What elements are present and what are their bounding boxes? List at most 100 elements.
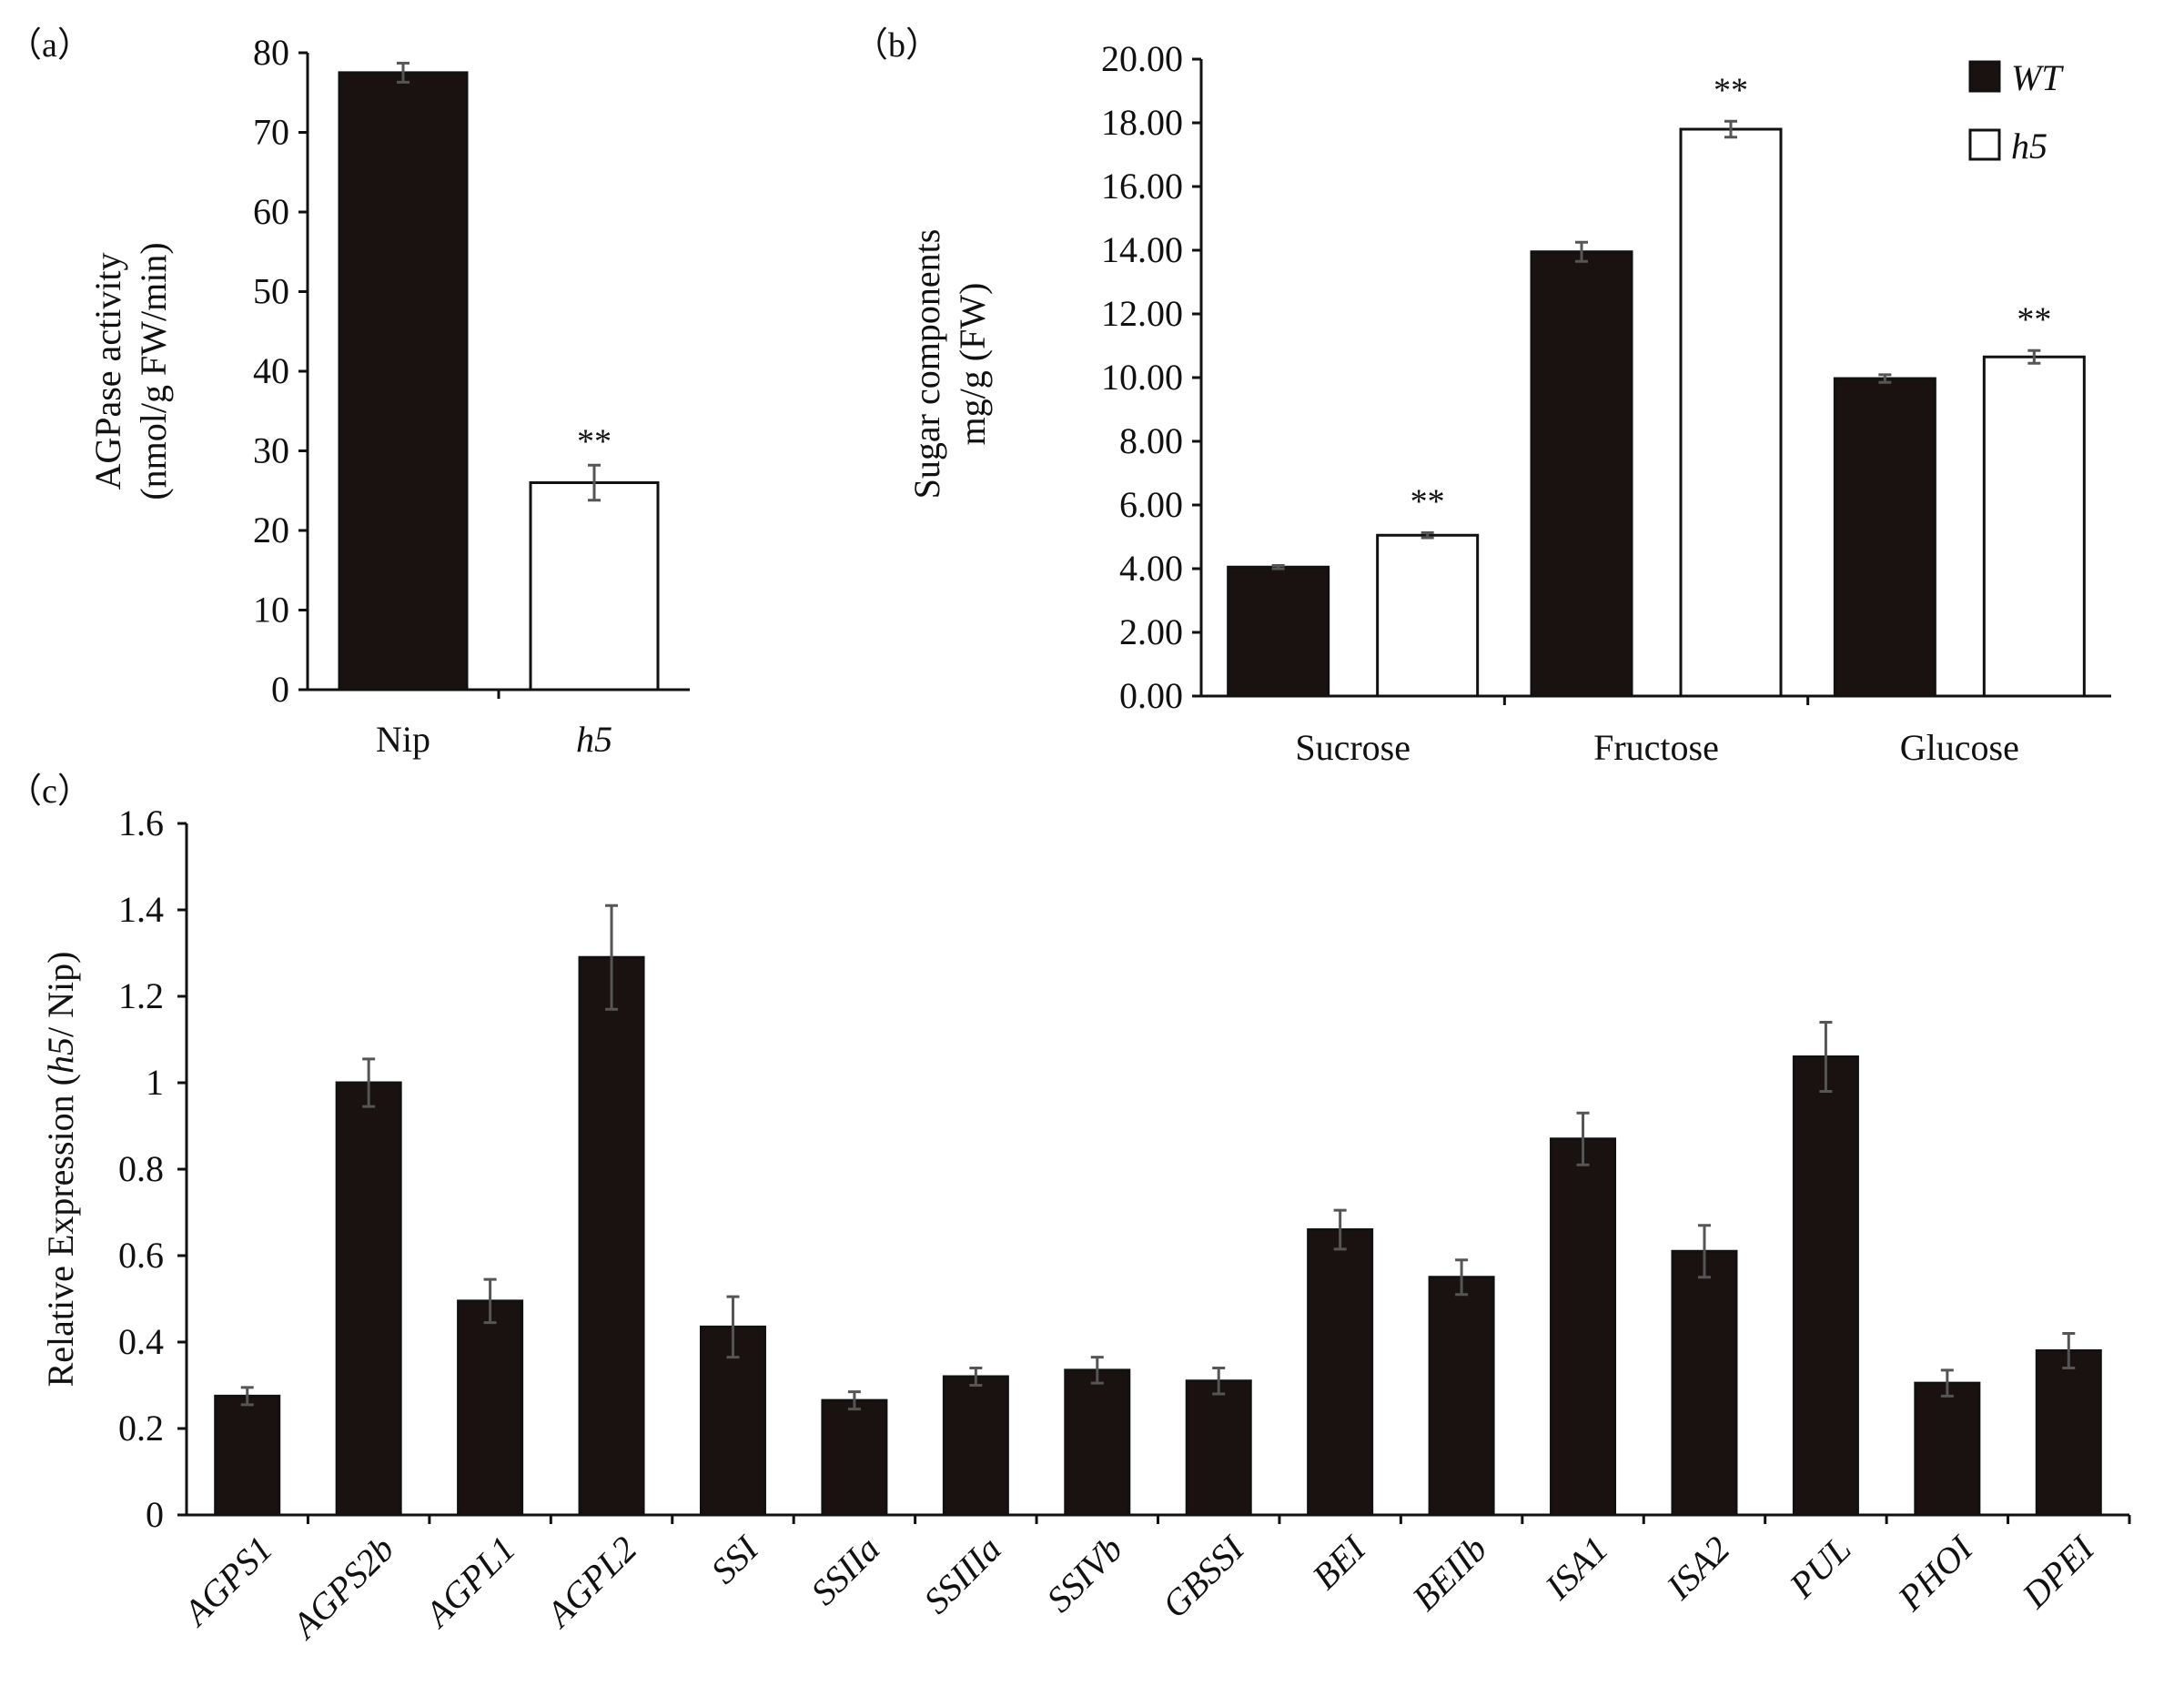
panel-c-y-axis-label: Relative Expression (h5/ Nip) [40, 952, 81, 1388]
panel-c-gene-label: GBSSI [1154, 1527, 1252, 1625]
panel-b-y-tick-label: 18.00 [1101, 102, 1183, 143]
panel-c-gene-label: SSIIa [803, 1529, 887, 1613]
panel-c-gene-label: ISA1 [1536, 1529, 1616, 1609]
panel-c-y-tick-label: 1.6 [118, 803, 164, 843]
panel-c-bar-AGPS2b [335, 1081, 402, 1517]
panel-c-gene-label: ISA2 [1658, 1529, 1738, 1609]
panel-b-bar-h5-Glucose [1982, 355, 2086, 698]
panel-c-bar-BEI [1307, 1228, 1374, 1517]
panel-a-bar-Nip [338, 71, 469, 692]
panel-c-gene-label: BEIIb [1404, 1529, 1494, 1619]
panel-c-error-AGPS1 [240, 1386, 254, 1407]
panel-c-error-GBSSI [1212, 1367, 1226, 1396]
panel-c-bar-GBSSI [1185, 1379, 1252, 1517]
panel-c-y-tick-label: 0.2 [118, 1408, 164, 1449]
panel-c-gene-label: BEI [1304, 1527, 1374, 1597]
panel-c-error-AGPL1 [483, 1277, 497, 1325]
panel-a-bar-h5 [529, 481, 660, 692]
panel-c-error-SSIIa [847, 1390, 861, 1411]
panel-b-y-axis-label-line1: Sugar components [906, 229, 947, 500]
panel-c-gene-label: SSIIIa [915, 1529, 1009, 1622]
panel-c-y-axis-label-pre: Relative Expression ( [40, 1074, 81, 1387]
panel-c-y-tick-label: 0 [146, 1494, 164, 1535]
panel-c-bar-PUL [1792, 1055, 1859, 1517]
panel-a-error-Nip [397, 61, 410, 84]
panel-c-bar-SSIVb [1064, 1368, 1131, 1517]
panel-a-y-tick-label: 10 [253, 590, 289, 631]
panel-a-y-tick-label: 60 [253, 191, 289, 232]
legend-label-h5: h5 [2011, 126, 2048, 167]
panel-b-y-tick-label: 4.00 [1119, 548, 1183, 589]
panel-c-label: （c） [7, 772, 92, 811]
panel-a-y-tick-label: 70 [253, 112, 289, 153]
panel-b-bar-WT-Sucrose [1227, 565, 1330, 698]
panel-c-error-SSIVb [1090, 1356, 1104, 1385]
panel-a-y-tick-label: 50 [253, 271, 289, 312]
legend-swatch-h5 [1968, 128, 2001, 161]
panel-b-bar-WT-Fructose [1530, 250, 1633, 698]
panel-c-gene-label: AGPL2 [537, 1529, 645, 1637]
panel-a-y-axis-label-line2: (nmol/g FW/min) [133, 242, 174, 500]
panel-b-bar-h5-Sucrose [1376, 533, 1480, 698]
panel-c-gene-label: PUL [1781, 1529, 1859, 1607]
panel-c-error-SSIIIa [969, 1367, 983, 1387]
panel-a-y-tick-label: 40 [253, 350, 289, 391]
panel-c-gene-label: AGPS1 [174, 1529, 280, 1635]
panel-c-error-ISA1 [1576, 1111, 1590, 1166]
panel-c-bar-PHOI [1914, 1381, 1981, 1517]
panel-c-y-tick-label: 0.8 [118, 1148, 164, 1189]
panel-c-error-BEI [1333, 1208, 1347, 1251]
panel-a-category-label: Nip [376, 719, 430, 760]
panel-c-gene-label: PHOI [1889, 1527, 1981, 1619]
panel-b-category-label: Fructose [1593, 727, 1719, 768]
panel-c-error-AGPS2b [362, 1057, 376, 1108]
panel-c-error-PHOI [1940, 1368, 1954, 1398]
panel-c-y-tick-label: 0.4 [118, 1321, 164, 1362]
panel-b-y-axis-label-line2: mg/g (FW) [952, 283, 993, 446]
panel-b-error-WT-Sucrose [1271, 564, 1285, 570]
panel-c-bar-ISA1 [1550, 1137, 1617, 1517]
panel-c-error-DPEI [2062, 1332, 2076, 1369]
panel-c-bar-SSIIIa [942, 1375, 1009, 1517]
panel-b-label: （b） [854, 26, 940, 65]
panel-b-bar-WT-Glucose [1833, 377, 1936, 698]
panel-b-error-h5-Fructose [1724, 119, 1737, 139]
panel-a-category-label: h5 [576, 719, 612, 760]
panel-a-y-tick-label: 80 [253, 32, 289, 73]
panel-b-significance: ** [2017, 300, 2051, 338]
panel-c-y-tick-label: 1 [146, 1062, 164, 1103]
panel-b-y-tick-label: 16.00 [1101, 166, 1183, 207]
panel-c-y-axis-label-italic: h5 [40, 1037, 81, 1074]
panel-b-y-tick-label: 6.00 [1119, 484, 1183, 525]
panel-c-bar-BEIIb [1428, 1276, 1495, 1517]
panel-b-error-h5-Glucose [2027, 348, 2041, 365]
panel-b-y-tick-label: 0.00 [1119, 675, 1183, 716]
legend-swatch-WT [1968, 60, 2001, 93]
panel-c-error-ISA2 [1697, 1224, 1711, 1279]
panel-c-bar-AGPS1 [214, 1394, 281, 1517]
panel-c-gene-label: SSIVb [1038, 1529, 1130, 1620]
panel-a-y-tick-label: 20 [253, 510, 289, 550]
panel-b-y-tick-label: 2.00 [1119, 611, 1183, 652]
panel-c-y-tick-label: 1.4 [118, 889, 164, 930]
panel-b-error-WT-Fructose [1575, 240, 1588, 263]
panel-c-error-AGPL2 [605, 904, 619, 1011]
panel-b-error-WT-Glucose [1878, 373, 1892, 384]
panel-a-error-h5 [588, 463, 601, 502]
panel-c-y-tick-label: 0.6 [118, 1235, 164, 1276]
panel-b-significance: ** [1714, 71, 1748, 109]
panel-c-bar-AGPL1 [457, 1299, 524, 1517]
panel-c-error-PUL [1819, 1021, 1833, 1093]
panel-a-y-tick-label: 30 [253, 430, 289, 471]
panel-c-bar-AGPL2 [578, 955, 645, 1517]
panel-b-y-tick-label: 12.00 [1101, 293, 1183, 334]
panel-b-y-tick-label: 20.00 [1101, 38, 1183, 79]
panel-b-y-tick-label: 8.00 [1119, 420, 1183, 461]
panel-b-category-label: Glucose [1900, 727, 2019, 768]
panel-c-gene-label: AGPL1 [415, 1529, 523, 1637]
panel-b-bar-h5-Fructose [1679, 127, 1783, 698]
panel-b-y-tick-label: 14.00 [1101, 229, 1183, 270]
panel-c-gene-label: AGPS2b [282, 1529, 401, 1648]
panel-c-y-axis-label-post: / Nip) [40, 952, 81, 1037]
